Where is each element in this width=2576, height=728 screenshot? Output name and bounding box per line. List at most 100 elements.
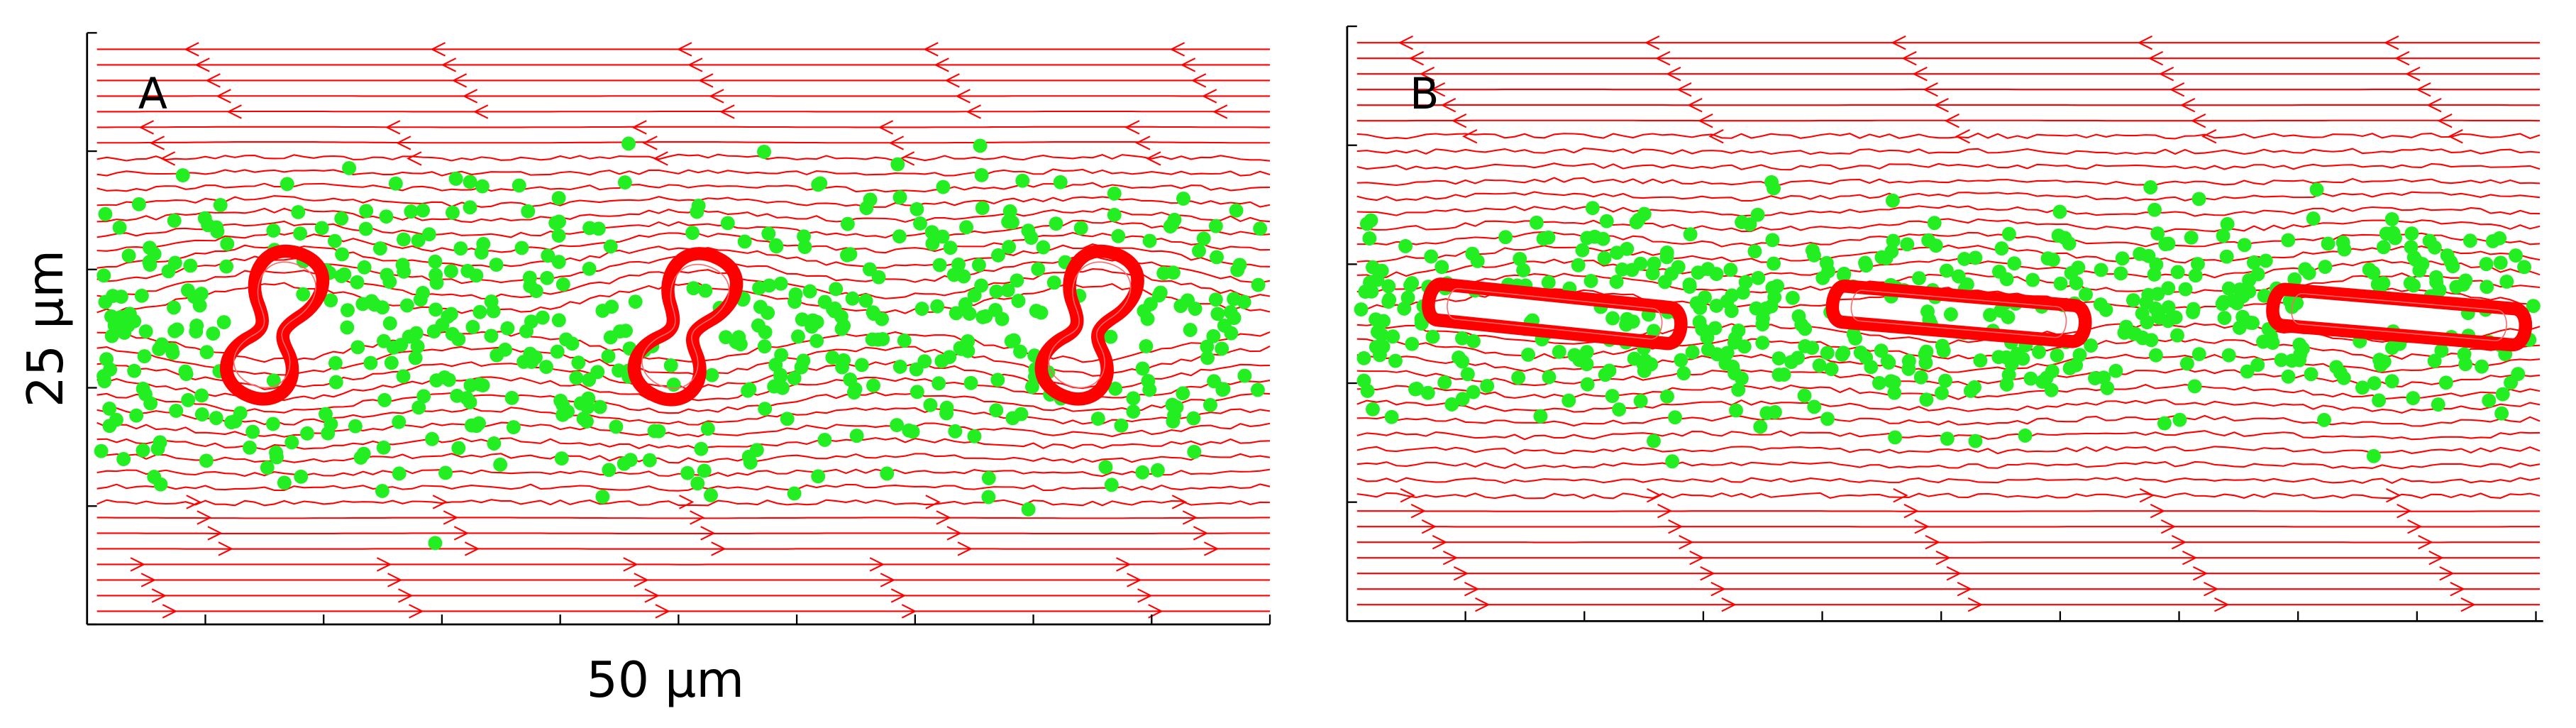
- particle: [175, 168, 190, 183]
- flow-arrow: [472, 104, 489, 119]
- particle: [1884, 374, 1898, 389]
- particle: [1770, 279, 1785, 294]
- particle: [582, 221, 597, 236]
- particle: [948, 424, 963, 439]
- particle: [490, 348, 504, 363]
- particle: [388, 176, 403, 191]
- particle: [363, 355, 378, 370]
- particle: [1943, 307, 1958, 321]
- particle: [2187, 379, 2202, 394]
- particle: [2367, 376, 2382, 390]
- particle: [910, 385, 924, 399]
- particle: [737, 234, 752, 249]
- particle: [2440, 248, 2455, 263]
- particle: [871, 270, 886, 285]
- streamline: [1356, 399, 2541, 414]
- particle: [138, 324, 153, 339]
- particle: [866, 378, 880, 393]
- particle: [2526, 299, 2541, 314]
- flow-arrow: [2139, 487, 2155, 503]
- particle: [493, 457, 508, 472]
- particle: [1187, 444, 1202, 459]
- particle: [96, 268, 111, 283]
- particle: [2158, 237, 2173, 252]
- streamline: [1356, 218, 2541, 233]
- particle: [890, 157, 905, 172]
- streamline: [96, 483, 1271, 492]
- particle: [2072, 348, 2087, 363]
- particle: [603, 330, 618, 345]
- particle: [2178, 282, 2193, 297]
- particle: [2492, 231, 2507, 246]
- particle: [555, 407, 570, 422]
- particle: [1940, 431, 1955, 446]
- particle: [2148, 348, 2163, 363]
- flow-arrow: [1933, 98, 1949, 113]
- particle: [569, 370, 584, 385]
- particle: [2051, 228, 2066, 243]
- streamline: [1356, 148, 2541, 155]
- particle: [1934, 385, 1949, 400]
- particle: [167, 214, 182, 228]
- cell-outline: [1422, 277, 1688, 351]
- flow-arrow: [1146, 151, 1161, 166]
- particle: [1888, 430, 1903, 445]
- particle: [2282, 294, 2297, 309]
- flow-arrow: [655, 604, 670, 619]
- particle: [704, 487, 718, 502]
- streamline: [96, 194, 1271, 208]
- particle: [836, 319, 851, 333]
- particle: [209, 411, 223, 426]
- particle: [2018, 428, 2033, 443]
- particle: [2172, 412, 2187, 427]
- panel-b: [1346, 25, 2543, 622]
- particle: [181, 392, 196, 407]
- particle: [1444, 397, 1459, 412]
- flow-arrow: [1180, 57, 1196, 72]
- particle: [1176, 192, 1190, 206]
- particle: [206, 326, 221, 341]
- flow-arrow: [2171, 534, 2187, 550]
- particle: [421, 227, 436, 242]
- flow-arrow: [1419, 67, 1435, 82]
- flow-arrow: [2384, 35, 2399, 50]
- particle: [180, 283, 195, 298]
- particle: [1647, 256, 1662, 271]
- particle: [1605, 311, 1620, 326]
- flow-arrow: [700, 526, 716, 541]
- particle: [355, 297, 370, 311]
- flow-arrow: [2437, 114, 2453, 128]
- particle: [1024, 380, 1039, 395]
- particle: [1720, 294, 1735, 309]
- particle: [1049, 216, 1063, 231]
- flow-arrow: [1182, 510, 1198, 525]
- particle: [2191, 192, 2206, 206]
- flow-arrow: [226, 104, 242, 119]
- particle: [463, 175, 477, 189]
- particle: [2408, 252, 2423, 267]
- particle: [813, 176, 828, 191]
- flow-arrow: [709, 89, 724, 104]
- particle: [909, 362, 924, 377]
- particle: [463, 395, 477, 409]
- cell-outline: [1034, 244, 1144, 406]
- particle: [1354, 302, 1369, 317]
- particle: [704, 368, 719, 382]
- particle: [504, 390, 519, 405]
- particle: [1580, 377, 1595, 392]
- particle: [1237, 368, 1252, 383]
- particle: [243, 440, 257, 455]
- particle: [469, 268, 484, 283]
- particle: [1455, 392, 1470, 407]
- particle: [397, 264, 411, 279]
- particle: [836, 353, 851, 368]
- flow-arrow: [2169, 82, 2185, 97]
- particle: [854, 358, 869, 373]
- particle: [219, 259, 234, 274]
- particle: [1215, 341, 1229, 356]
- particle: [663, 358, 678, 373]
- particle: [1370, 324, 1385, 339]
- particle: [1400, 290, 1415, 305]
- streamline: [1356, 191, 2541, 202]
- particle: [1521, 348, 1536, 362]
